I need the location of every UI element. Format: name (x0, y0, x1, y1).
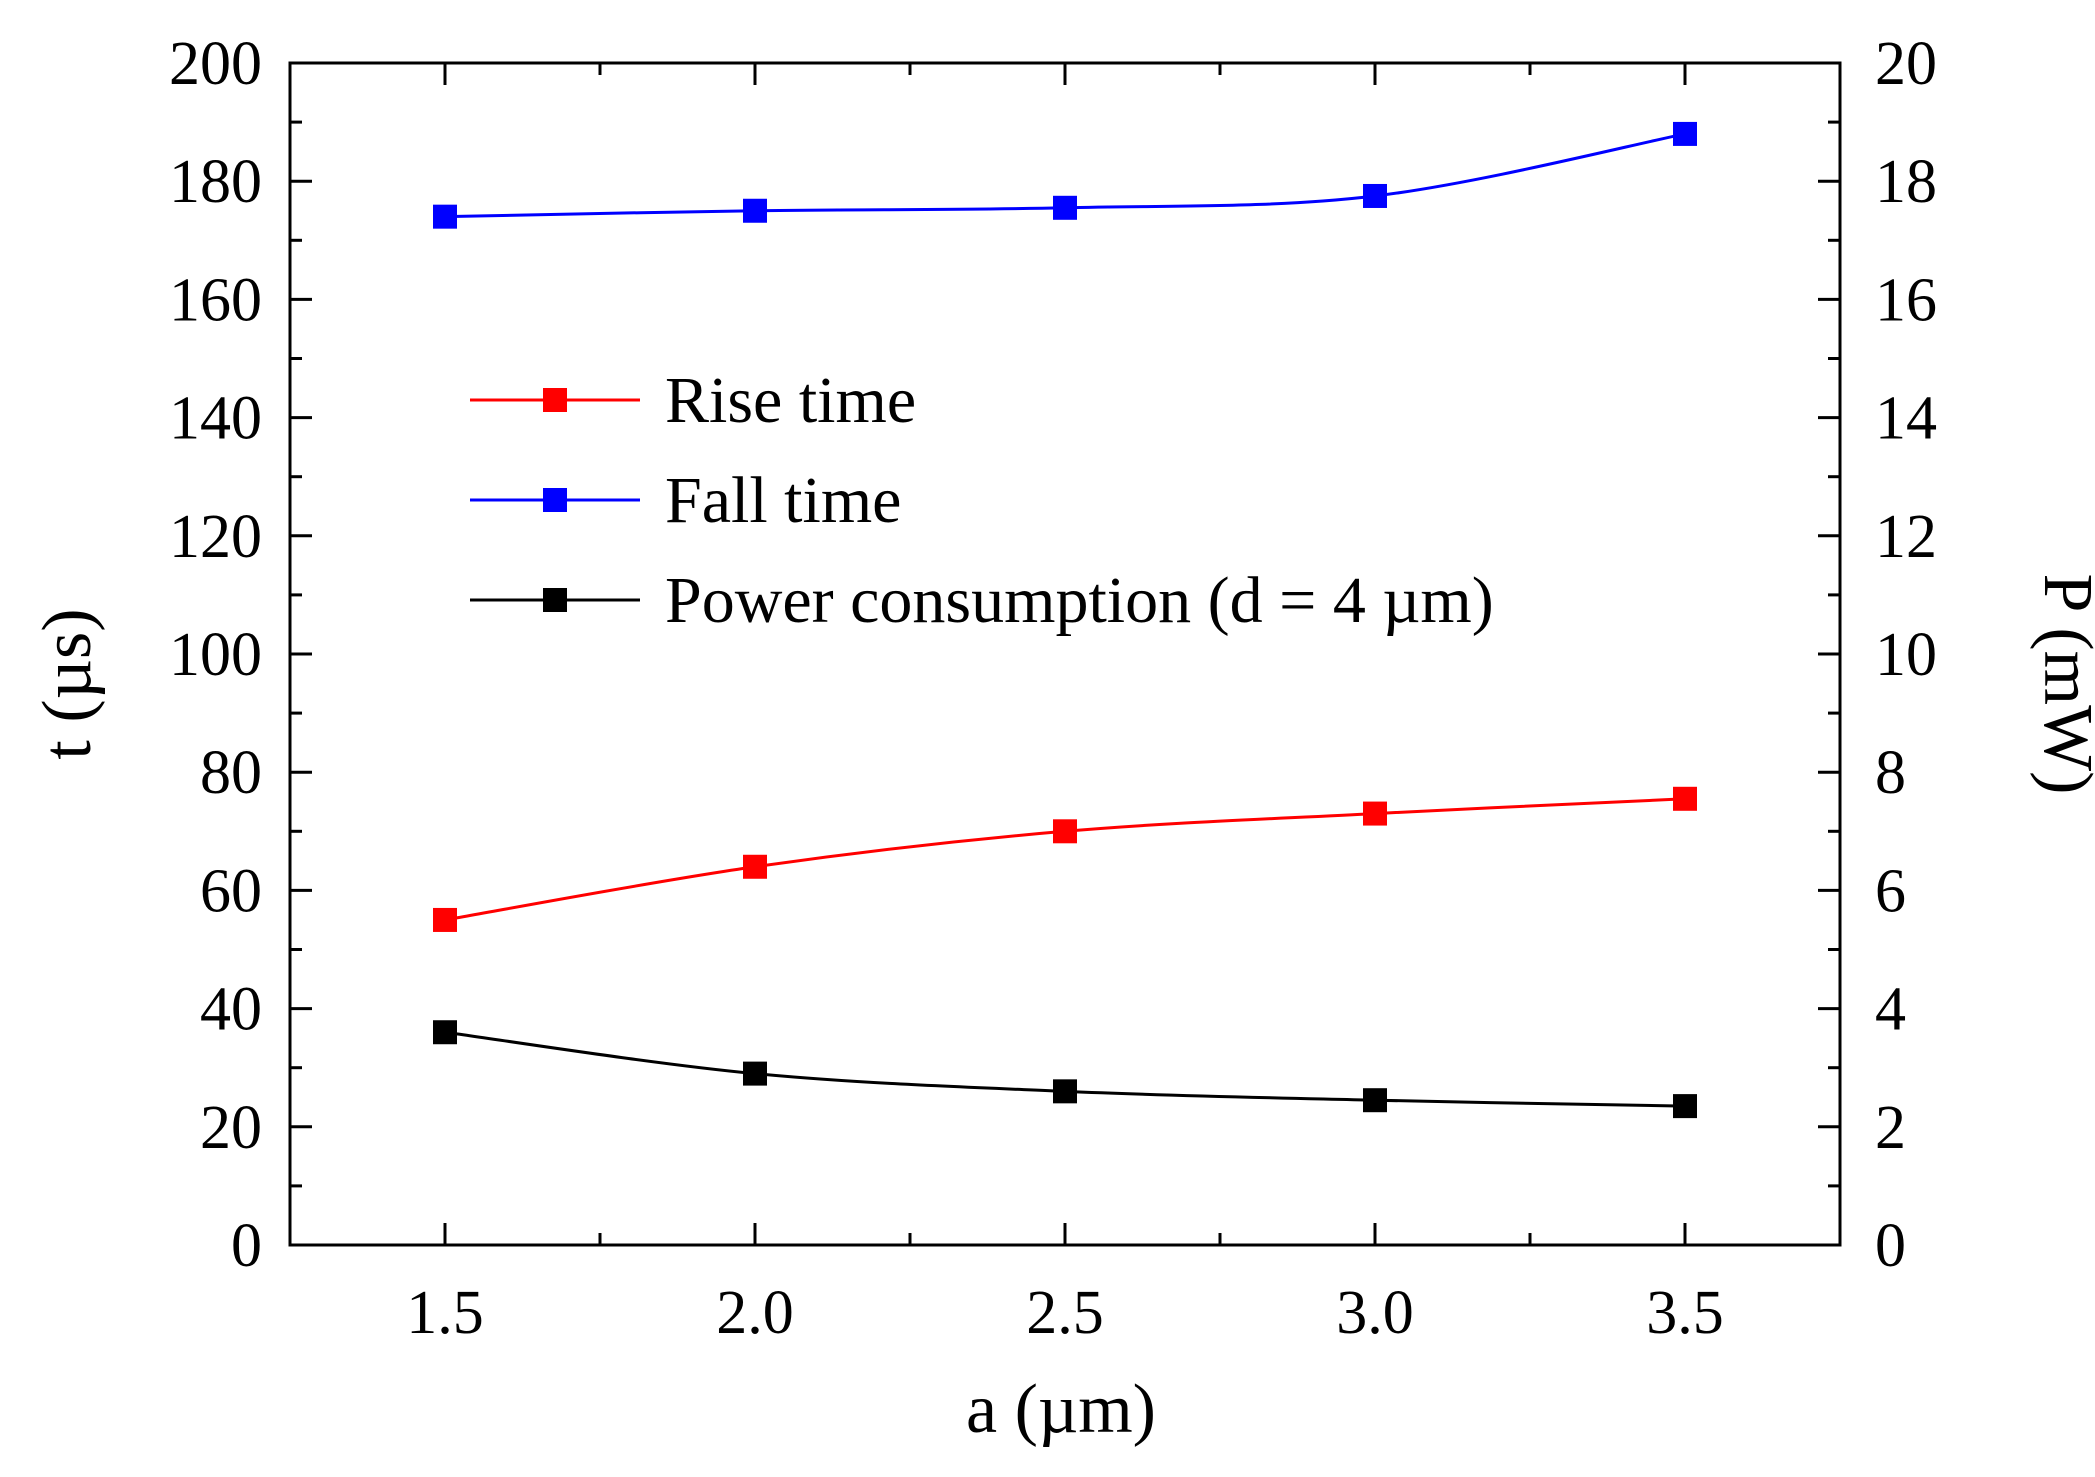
y-left-tick-label: 0 (231, 1212, 262, 1280)
y-right-tick-label: 10 (1875, 621, 1937, 689)
y-left-tick-label: 60 (200, 857, 262, 925)
series-1 (433, 121, 1697, 229)
y-left-tick-label: 180 (169, 148, 262, 216)
legend-marker (543, 588, 567, 612)
x-tick-label: 3.5 (1646, 1279, 1724, 1347)
legend-label: Fall time (665, 464, 901, 537)
data-point-marker (743, 198, 767, 223)
data-point-marker (1053, 1079, 1077, 1104)
y-right-tick-label: 2 (1875, 1094, 1906, 1162)
y-right-tick-label: 0 (1875, 1212, 1906, 1280)
x-tick-label: 1.5 (406, 1279, 484, 1347)
y-left-tick-label: 140 (169, 385, 262, 453)
y-right-tick-label: 20 (1875, 30, 1937, 98)
data-point-marker (433, 204, 457, 229)
legend-entry: Fall time (470, 464, 901, 537)
data-point-marker (1053, 195, 1077, 220)
plot-frame (288, 61, 1842, 1247)
data-point-marker (1673, 786, 1697, 811)
y-right-tick-label: 18 (1875, 148, 1937, 216)
series-2 (433, 1020, 1697, 1119)
y-left-tick-label: 120 (169, 503, 262, 571)
legend-marker (543, 388, 567, 412)
y-left-tick-label: 80 (200, 739, 262, 807)
data-point-marker (1363, 183, 1387, 208)
data-point-marker (1363, 1088, 1387, 1113)
y-axis-title-left: t (µs) (29, 608, 106, 759)
data-point-marker (433, 907, 457, 932)
y-right-tick-label: 12 (1875, 503, 1937, 571)
y-left-tick-label: 160 (169, 266, 262, 334)
x-tick-label: 2.0 (716, 1279, 794, 1347)
legend-label: Power consumption (d = 4 µm) (665, 564, 1494, 637)
data-point-marker (1673, 1094, 1697, 1119)
y-right-tick-label: 4 (1875, 976, 1906, 1044)
legend-marker (543, 488, 567, 512)
y-left-tick-label: 20 (200, 1094, 262, 1162)
data-point-marker (433, 1020, 457, 1045)
x-tick-label: 2.5 (1026, 1279, 1104, 1347)
y-right-tick-label: 14 (1875, 385, 1937, 453)
data-point-marker (743, 1061, 767, 1086)
y-left-tick-label: 100 (169, 621, 262, 689)
y-right-tick-label: 6 (1875, 857, 1906, 925)
series-0 (433, 786, 1697, 932)
data-point-marker (1053, 819, 1077, 844)
y-left-tick-label: 40 (200, 976, 262, 1044)
legend-entry: Power consumption (d = 4 µm) (470, 564, 1494, 637)
data-point-marker (1363, 801, 1387, 826)
legend-entry: Rise time (470, 364, 916, 437)
y-right-tick-label: 16 (1875, 266, 1937, 334)
y-left-tick-label: 200 (169, 30, 262, 98)
series-line (444, 797, 1686, 922)
data-point-marker (1673, 121, 1697, 146)
y-axis-title-right: P (mW) (2029, 574, 2095, 795)
y-right-tick-label: 8 (1875, 739, 1906, 807)
legend-label: Rise time (665, 364, 916, 437)
x-tick-label: 3.0 (1336, 1279, 1414, 1347)
data-point-marker (743, 854, 767, 879)
x-axis-title: a (µm) (966, 1371, 1156, 1448)
